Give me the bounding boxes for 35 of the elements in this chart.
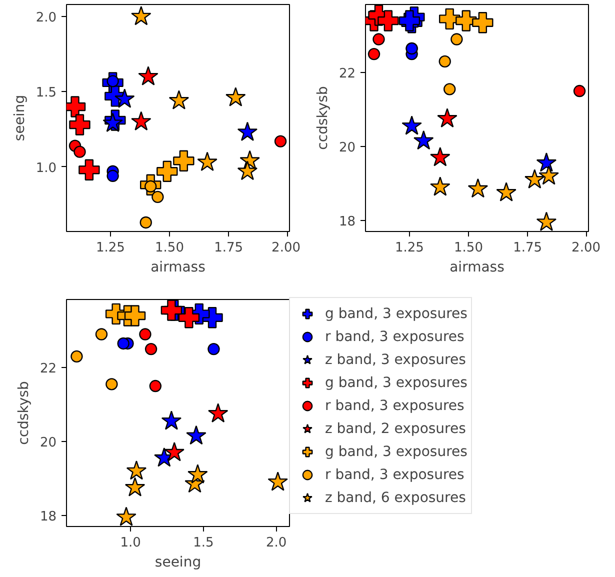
x-tick-label: 1.5 bbox=[193, 536, 214, 550]
y-tick-label: 18 bbox=[338, 214, 356, 230]
y-axis-title: seeing bbox=[12, 94, 28, 142]
x-tick-label: 2.0 bbox=[266, 536, 287, 550]
legend-label: z band, 3 exposures bbox=[325, 350, 466, 370]
x-tick-label: 1.50 bbox=[155, 240, 184, 256]
y-axis-title: ccdskysb bbox=[16, 381, 32, 445]
x-tick-label: 1.75 bbox=[214, 240, 244, 256]
legend-label: g band, 3 exposures bbox=[325, 442, 468, 462]
x-tick-label: 1.25 bbox=[96, 240, 125, 256]
x-tick-label: 1.75 bbox=[513, 240, 542, 256]
legend-label: g band, 3 exposures bbox=[325, 374, 468, 392]
y-tick-label: 1.0 bbox=[36, 160, 57, 176]
x-tick-label: 1.25 bbox=[394, 240, 424, 256]
legend-label: r band, 3 exposures bbox=[325, 328, 464, 346]
x-tick-label: 1.50 bbox=[454, 240, 483, 256]
legend-label: r band, 3 exposures bbox=[325, 396, 464, 416]
y-tick-label: 18 bbox=[40, 509, 57, 524]
x-tick-label: 2.00 bbox=[272, 240, 301, 256]
y-tick-label: 2.0 bbox=[36, 10, 57, 26]
y-tick-label: 20 bbox=[40, 435, 57, 450]
y-tick-label: 22 bbox=[338, 66, 356, 82]
x-tick-label: 2.00 bbox=[572, 240, 601, 256]
y-tick-label: 22 bbox=[40, 362, 57, 377]
x-axis-title: seeing bbox=[154, 554, 202, 570]
legend-label: r band, 3 exposures bbox=[325, 466, 464, 484]
x-tick-label: 1.0 bbox=[120, 536, 141, 550]
legend-label: z band, 6 exposures bbox=[325, 488, 466, 508]
legend-label: z band, 2 exposures bbox=[325, 420, 466, 438]
y-tick-label: 20 bbox=[338, 140, 356, 156]
legend-label: g band, 3 exposures bbox=[325, 304, 468, 324]
y-axis-title: ccdskysb bbox=[314, 86, 331, 150]
x-axis-title: airmass bbox=[450, 260, 504, 276]
y-tick-label: 1.5 bbox=[36, 86, 57, 101]
x-axis-title: airmass bbox=[150, 260, 206, 276]
